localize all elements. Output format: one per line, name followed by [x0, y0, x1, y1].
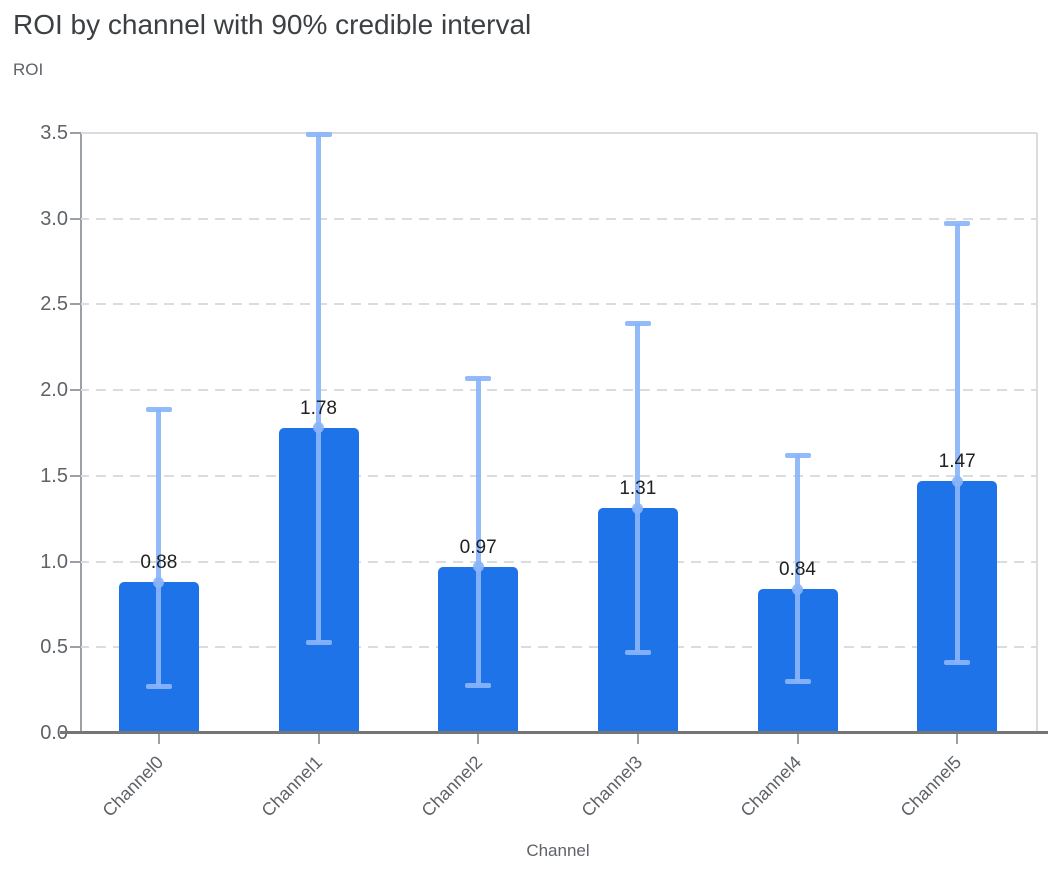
x-axis-line — [60, 731, 1048, 734]
y-tick-label-3.0: 3.0 — [40, 207, 68, 230]
error-bar-cap-low-channel2 — [465, 682, 492, 688]
gridline-3.5 — [79, 132, 1037, 134]
y-tick-label-0.5: 0.5 — [40, 636, 68, 659]
error-bar-line-channel5 — [954, 223, 960, 663]
value-label-channel4: 0.84 — [779, 559, 816, 580]
value-label-channel0: 0.88 — [140, 552, 178, 574]
error-bar-cap-low-channel1 — [305, 639, 332, 645]
y-tick-mark-0.5 — [70, 646, 81, 649]
gridline-2.0 — [79, 389, 1037, 392]
error-bar-mean-dot-channel1 — [313, 422, 324, 434]
y-tick-mark-3.0 — [70, 217, 81, 220]
error-bar-cap-high-channel3 — [624, 320, 651, 326]
x-tick-mark-channel3 — [636, 734, 639, 744]
y-tick-label-3.5: 3.5 — [40, 122, 68, 144]
y-tick-mark-2.5 — [70, 303, 81, 306]
y-tick-label-0.0: 0.0 — [40, 722, 68, 744]
error-bar-cap-low-channel5 — [944, 660, 971, 666]
error-bar-cap-high-channel2 — [465, 375, 492, 381]
plot-right-border — [1036, 133, 1038, 733]
x-tick-label-channel2: Channel2 — [417, 752, 487, 821]
error-bar-line-channel1 — [316, 134, 321, 643]
error-bar-cap-low-channel0 — [145, 684, 172, 690]
error-bar-cap-high-channel5 — [944, 221, 971, 227]
error-bar-mean-dot-channel3 — [632, 502, 644, 514]
gridline-1.0 — [79, 560, 1037, 563]
x-tick-mark-channel0 — [157, 734, 160, 744]
error-bar-cap-low-channel4 — [784, 679, 811, 685]
gridline-3.0 — [79, 217, 1037, 220]
y-tick-mark-3.5 — [70, 132, 81, 134]
y-tick-mark-1.0 — [70, 560, 81, 563]
value-label-channel2: 0.97 — [459, 536, 497, 558]
error-bar-cap-high-channel1 — [305, 132, 332, 138]
chart-title: ROI by channel with 90% credible interva… — [13, 9, 532, 40]
y-tick-mark-1.5 — [70, 474, 81, 477]
error-bar-mean-dot-channel2 — [472, 561, 484, 573]
gridline-0.5 — [79, 646, 1037, 649]
y-tick-mark-2.0 — [70, 389, 81, 392]
x-tick-label-channel0: Channel0 — [98, 752, 167, 821]
error-bar-line-channel2 — [475, 378, 481, 685]
error-bar-line-channel4 — [795, 455, 800, 682]
y-tick-label-1.5: 1.5 — [40, 464, 68, 487]
error-bar-cap-high-channel0 — [145, 406, 172, 412]
error-bar-mean-dot-channel0 — [153, 576, 165, 588]
value-label-channel1: 1.78 — [300, 397, 337, 419]
error-bar-line-channel0 — [156, 409, 162, 687]
value-label-channel5: 1.47 — [938, 451, 976, 472]
y-axis-line — [80, 133, 82, 733]
x-tick-mark-channel2 — [477, 734, 480, 744]
gridline-2.5 — [79, 303, 1037, 306]
error-bar-line-channel3 — [635, 323, 641, 653]
error-bar-cap-low-channel3 — [624, 649, 651, 655]
error-bar-mean-dot-channel4 — [792, 583, 803, 595]
y-tick-label-2.5: 2.5 — [40, 293, 68, 316]
error-bar-mean-dot-channel5 — [951, 475, 963, 487]
x-tick-mark-channel4 — [796, 734, 799, 744]
x-tick-label-channel3: Channel3 — [577, 752, 646, 821]
x-tick-mark-channel5 — [956, 734, 959, 744]
x-tick-mark-channel1 — [317, 734, 320, 744]
x-tick-label-channel1: Channel1 — [258, 752, 327, 821]
y-axis-title: ROI — [13, 60, 44, 79]
value-label-channel3: 1.31 — [619, 478, 657, 500]
x-axis-title: Channel — [526, 841, 590, 860]
x-tick-label-channel5: Channel5 — [896, 752, 966, 821]
x-tick-label-channel4: Channel4 — [737, 752, 806, 821]
error-bar-cap-high-channel4 — [784, 452, 811, 458]
y-tick-label-1.0: 1.0 — [40, 550, 68, 573]
y-tick-label-2.0: 2.0 — [40, 379, 68, 402]
gridline-1.5 — [79, 474, 1037, 477]
